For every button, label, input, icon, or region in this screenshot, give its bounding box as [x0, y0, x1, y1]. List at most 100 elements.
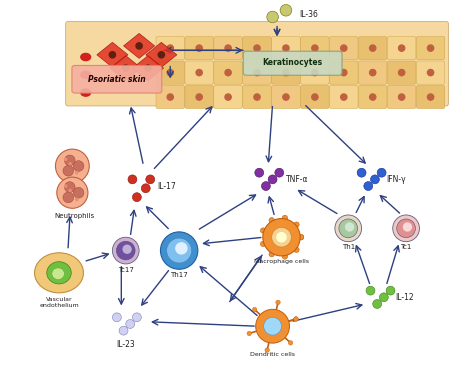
Circle shape [283, 94, 289, 100]
Circle shape [366, 286, 375, 295]
Circle shape [341, 94, 347, 100]
Circle shape [370, 69, 376, 76]
Text: IL-12: IL-12 [395, 293, 414, 302]
Polygon shape [110, 56, 141, 81]
Ellipse shape [47, 262, 71, 284]
Circle shape [225, 69, 231, 76]
Circle shape [276, 300, 280, 304]
Circle shape [254, 69, 260, 76]
FancyBboxPatch shape [416, 85, 445, 109]
Circle shape [265, 348, 269, 352]
Circle shape [312, 94, 318, 100]
Circle shape [196, 45, 202, 51]
Circle shape [345, 223, 354, 232]
Circle shape [371, 175, 379, 184]
FancyBboxPatch shape [272, 37, 300, 60]
Circle shape [57, 177, 88, 208]
Circle shape [341, 69, 347, 76]
Circle shape [288, 341, 293, 345]
Circle shape [399, 45, 405, 51]
FancyBboxPatch shape [416, 37, 445, 60]
Circle shape [146, 175, 155, 184]
Ellipse shape [35, 253, 83, 293]
Circle shape [294, 317, 298, 321]
Circle shape [73, 161, 84, 171]
Text: IL-17: IL-17 [157, 182, 176, 190]
FancyBboxPatch shape [185, 37, 213, 60]
Circle shape [68, 162, 72, 166]
Circle shape [123, 65, 129, 71]
Text: IFN-γ: IFN-γ [386, 175, 406, 184]
Circle shape [393, 215, 419, 242]
Circle shape [370, 45, 376, 51]
FancyBboxPatch shape [156, 37, 184, 60]
Circle shape [264, 317, 282, 335]
Circle shape [267, 11, 278, 23]
Text: IL-36: IL-36 [299, 10, 318, 19]
Circle shape [247, 331, 251, 336]
FancyBboxPatch shape [358, 37, 387, 60]
Text: IL-23: IL-23 [117, 339, 135, 349]
Circle shape [126, 320, 135, 328]
Circle shape [122, 245, 132, 254]
FancyBboxPatch shape [387, 37, 416, 60]
FancyBboxPatch shape [243, 37, 271, 60]
Circle shape [128, 175, 137, 184]
Circle shape [136, 43, 142, 49]
Circle shape [175, 242, 188, 255]
FancyBboxPatch shape [329, 37, 358, 60]
Circle shape [370, 94, 376, 100]
Circle shape [263, 219, 300, 256]
Circle shape [428, 69, 434, 76]
Circle shape [75, 198, 79, 201]
Circle shape [167, 69, 173, 76]
Circle shape [269, 218, 274, 223]
Circle shape [196, 94, 202, 100]
Ellipse shape [52, 268, 64, 280]
FancyBboxPatch shape [243, 85, 271, 109]
Text: TNF-α: TNF-α [286, 175, 309, 184]
Circle shape [269, 251, 274, 257]
Circle shape [112, 313, 121, 322]
Circle shape [196, 69, 202, 76]
Circle shape [282, 215, 288, 221]
Circle shape [255, 309, 290, 343]
Text: Tc17: Tc17 [118, 267, 134, 274]
FancyBboxPatch shape [358, 61, 387, 84]
Text: Macrophage cells: Macrophage cells [254, 259, 309, 264]
Circle shape [132, 193, 141, 202]
FancyBboxPatch shape [358, 85, 387, 109]
Circle shape [399, 69, 405, 76]
Circle shape [280, 5, 292, 16]
Circle shape [63, 165, 73, 176]
Circle shape [282, 254, 288, 259]
Circle shape [73, 187, 84, 198]
Circle shape [253, 307, 257, 312]
Polygon shape [146, 42, 177, 67]
Circle shape [272, 227, 292, 247]
Text: Psoriatic skin: Psoriatic skin [88, 75, 146, 84]
Circle shape [68, 189, 72, 192]
Circle shape [117, 241, 135, 260]
Circle shape [283, 45, 289, 51]
Circle shape [399, 94, 405, 100]
FancyBboxPatch shape [185, 61, 213, 84]
Circle shape [141, 184, 150, 193]
Text: Vascular
endothelium: Vascular endothelium [39, 297, 79, 308]
Circle shape [64, 158, 67, 161]
Circle shape [262, 182, 270, 190]
FancyBboxPatch shape [301, 85, 329, 109]
FancyBboxPatch shape [416, 61, 445, 84]
Circle shape [119, 326, 128, 335]
FancyBboxPatch shape [156, 85, 184, 109]
Circle shape [64, 182, 75, 192]
Circle shape [386, 286, 395, 295]
Text: Dendritic cells: Dendritic cells [250, 352, 295, 357]
FancyBboxPatch shape [387, 61, 416, 84]
FancyBboxPatch shape [185, 85, 213, 109]
FancyBboxPatch shape [329, 85, 358, 109]
Polygon shape [132, 56, 164, 81]
Circle shape [364, 182, 373, 190]
Circle shape [341, 45, 347, 51]
Circle shape [428, 94, 434, 100]
